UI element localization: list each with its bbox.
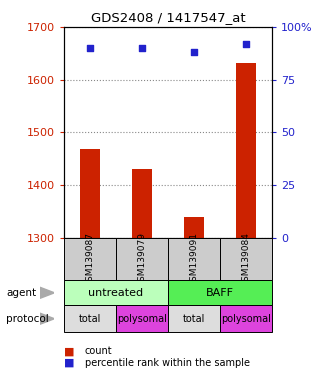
Text: count: count xyxy=(85,346,112,356)
Bar xyxy=(236,63,256,238)
Text: GSM139084: GSM139084 xyxy=(242,232,251,286)
Text: untreated: untreated xyxy=(88,288,144,298)
Text: GSM139079: GSM139079 xyxy=(138,232,147,287)
Bar xyxy=(168,280,272,305)
Title: GDS2408 / 1417547_at: GDS2408 / 1417547_at xyxy=(91,11,245,24)
Point xyxy=(87,45,92,51)
Point xyxy=(244,41,249,47)
Bar xyxy=(64,305,116,332)
Text: agent: agent xyxy=(6,288,36,298)
Text: BAFF: BAFF xyxy=(206,288,234,298)
Bar xyxy=(64,238,116,280)
Bar xyxy=(116,238,168,280)
Text: GSM139091: GSM139091 xyxy=(189,232,198,287)
Point xyxy=(140,45,145,51)
Text: total: total xyxy=(79,314,101,324)
Text: ■: ■ xyxy=(64,358,78,368)
Bar xyxy=(184,217,204,238)
Text: percentile rank within the sample: percentile rank within the sample xyxy=(85,358,250,368)
Point xyxy=(191,49,196,55)
Bar xyxy=(168,305,220,332)
Polygon shape xyxy=(40,313,54,324)
Polygon shape xyxy=(40,287,54,298)
Bar xyxy=(220,305,272,332)
Bar xyxy=(220,238,272,280)
Text: GSM139087: GSM139087 xyxy=(85,232,94,287)
Bar xyxy=(116,305,168,332)
Bar xyxy=(80,149,100,238)
Text: ■: ■ xyxy=(64,346,78,356)
Bar xyxy=(168,238,220,280)
Bar xyxy=(132,169,152,238)
Text: polysomal: polysomal xyxy=(221,314,271,324)
Text: total: total xyxy=(183,314,205,324)
Bar xyxy=(64,280,168,305)
Text: protocol: protocol xyxy=(6,314,49,324)
Text: polysomal: polysomal xyxy=(117,314,167,324)
